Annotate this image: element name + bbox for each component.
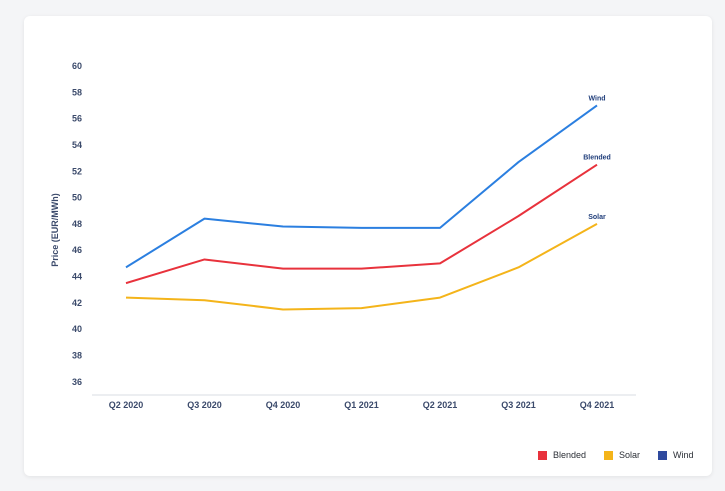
y-ticks: 36 38 40 42 44 46 48 50 52 54 56 58 60 (72, 61, 82, 387)
legend-item-blended[interactable]: Blended (538, 450, 586, 460)
y-tick-label: 60 (72, 61, 82, 71)
x-tick-label: Q3 2021 (501, 400, 536, 410)
series-end-label-wind: Wind (588, 95, 605, 102)
legend-label-wind: Wind (673, 450, 694, 460)
series-line-solar[interactable] (125, 223, 598, 311)
legend-item-solar[interactable]: Solar (604, 450, 640, 460)
y-tick-label: 46 (72, 245, 82, 255)
y-tick-label: 44 (72, 272, 82, 282)
y-tick-label: 38 (72, 351, 82, 361)
legend-label-solar: Solar (619, 450, 641, 460)
y-tick-label: 42 (72, 298, 82, 308)
legend-item-wind[interactable]: Wind (658, 450, 694, 460)
legend: Blended Solar Wind (538, 450, 694, 460)
series-end-label-blended: Blended (583, 155, 611, 162)
y-tick-label: 40 (72, 324, 82, 334)
x-tick-label: Q4 2021 (580, 400, 615, 410)
y-tick-label: 52 (72, 166, 82, 176)
series-lines (125, 104, 598, 311)
x-tick-label: Q4 2020 (266, 400, 301, 410)
chart-card (24, 16, 712, 476)
y-tick-label: 54 (72, 140, 82, 150)
x-tick-label: Q2 2021 (423, 400, 458, 410)
series-line-blended[interactable] (125, 163, 598, 285)
y-tick-label: 48 (72, 219, 82, 229)
series-end-labels: Wind Blended Solar (583, 95, 611, 220)
y-axis-label: Price (EUR/MWh) (50, 193, 60, 267)
x-tick-label: Q3 2020 (187, 400, 222, 410)
legend-swatch-solar (604, 450, 614, 460)
legend-swatch-blended (538, 450, 547, 460)
series-line-wind[interactable] (125, 104, 598, 269)
x-tick-label: Q2 2020 (109, 400, 144, 410)
legend-label-blended: Blended (553, 450, 587, 460)
y-tick-label: 50 (72, 193, 82, 203)
x-tick-label: Q1 2021 (344, 400, 379, 410)
y-tick-label: 36 (72, 377, 82, 387)
series-end-label-solar: Solar (588, 214, 606, 221)
y-tick-label: 56 (72, 114, 82, 124)
x-ticks: Q2 2020 Q3 2020 Q4 2020 Q1 2021 Q2 2021 Q3 20… (109, 400, 615, 410)
legend-swatch-wind (658, 450, 668, 460)
y-tick-label: 58 (72, 87, 82, 97)
